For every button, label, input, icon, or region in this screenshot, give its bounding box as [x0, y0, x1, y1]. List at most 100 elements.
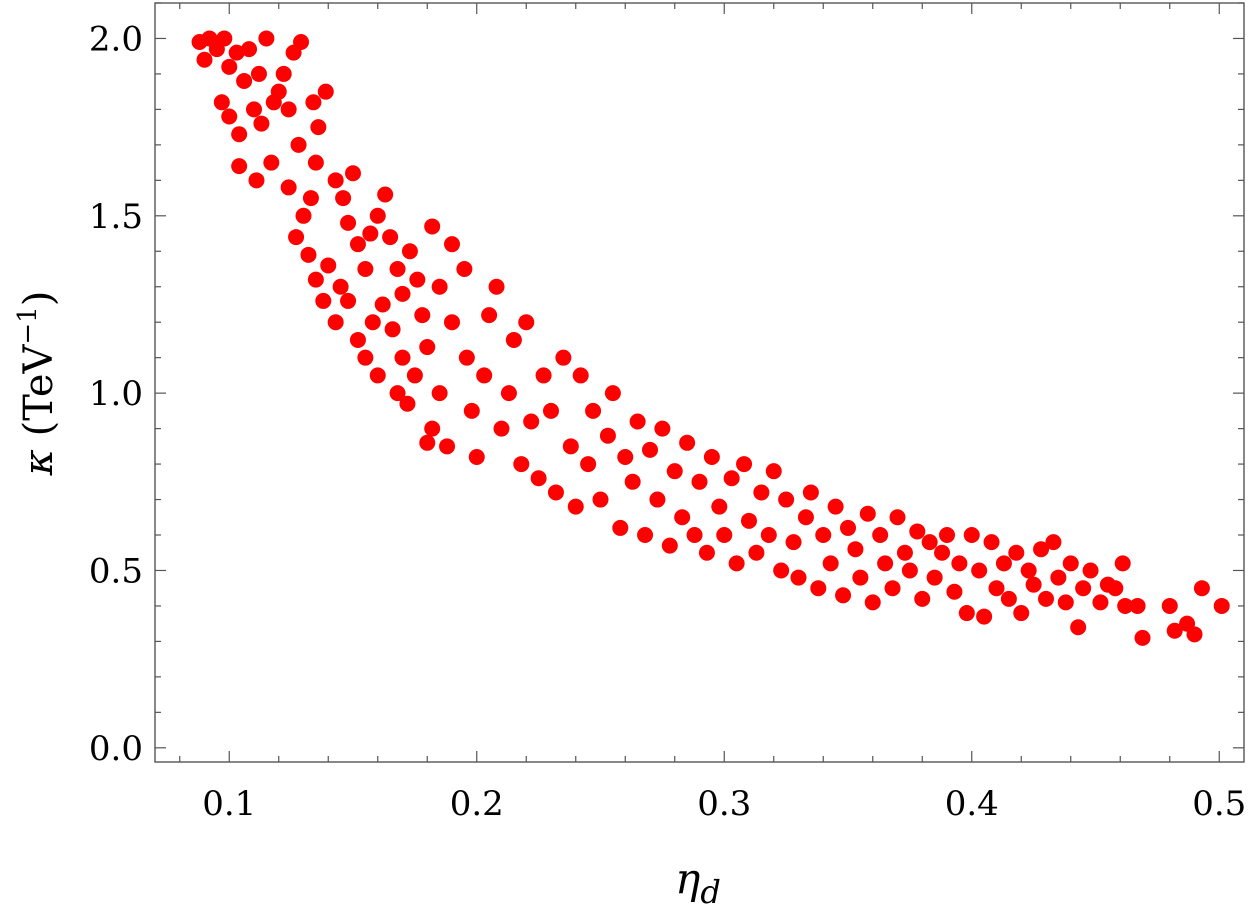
x-axis-title: ηd — [675, 854, 721, 911]
data-point — [241, 41, 258, 58]
data-point — [604, 385, 621, 402]
data-point — [270, 83, 287, 100]
data-point — [293, 34, 310, 51]
data-point — [872, 527, 889, 544]
data-point — [926, 569, 943, 586]
data-point — [1161, 597, 1178, 614]
data-point — [488, 278, 505, 295]
x-tick-label: 0.2 — [450, 784, 504, 824]
data-point — [231, 158, 248, 175]
data-point — [419, 339, 436, 356]
data-point — [317, 83, 334, 100]
data-point — [1025, 576, 1042, 593]
data-point — [399, 395, 416, 412]
data-point — [585, 402, 602, 419]
data-point — [778, 491, 795, 508]
data-point — [290, 136, 307, 153]
data-point — [248, 172, 265, 189]
data-point — [562, 438, 579, 455]
data-point — [327, 172, 344, 189]
data-point — [691, 473, 708, 490]
data-point — [310, 119, 327, 136]
data-point — [674, 509, 691, 526]
data-point — [555, 349, 572, 366]
data-point — [335, 190, 352, 207]
x-tick-label: 0.1 — [202, 784, 256, 824]
x-tick-label: 0.5 — [1192, 784, 1246, 824]
data-point — [822, 555, 839, 572]
data-point — [406, 367, 423, 384]
data-point — [221, 108, 238, 125]
y-axis-unit-close: ) — [16, 291, 62, 307]
data-point — [909, 523, 926, 540]
data-point — [369, 207, 386, 224]
data-point — [753, 484, 770, 501]
data-point — [315, 292, 332, 309]
data-point — [983, 534, 1000, 551]
data-point — [302, 190, 319, 207]
x-tick-label: 0.3 — [697, 784, 751, 824]
data-point — [231, 126, 248, 143]
data-point — [580, 456, 597, 473]
data-point — [946, 583, 963, 600]
data-point — [995, 555, 1012, 572]
data-point — [518, 314, 535, 331]
data-point — [409, 271, 426, 288]
data-point — [384, 321, 401, 338]
data-point — [419, 434, 436, 451]
data-point — [1020, 562, 1037, 579]
data-point — [1107, 580, 1124, 597]
data-point — [196, 51, 213, 68]
data-point — [661, 537, 678, 554]
y-tick-label: 0.0 — [89, 729, 143, 769]
data-point — [785, 534, 802, 551]
data-point — [765, 463, 782, 480]
data-point — [332, 278, 349, 295]
data-point — [431, 385, 448, 402]
data-points — [191, 30, 1230, 646]
data-point — [253, 115, 270, 132]
data-point — [1134, 629, 1151, 646]
data-point — [637, 527, 654, 544]
y-tick-label: 1.0 — [89, 374, 143, 414]
data-point — [901, 562, 918, 579]
data-point — [815, 527, 832, 544]
data-point — [228, 44, 245, 61]
data-point — [530, 470, 547, 487]
data-point — [958, 605, 975, 622]
data-point — [797, 509, 814, 526]
data-point — [1057, 594, 1074, 611]
data-point — [250, 65, 267, 82]
data-point — [468, 448, 485, 465]
data-point — [921, 534, 938, 551]
data-point — [1000, 590, 1017, 607]
data-point — [349, 331, 366, 348]
data-point — [1092, 594, 1109, 611]
data-point — [686, 527, 703, 544]
y-axis-superscript: −1 — [13, 306, 43, 344]
data-point — [698, 544, 715, 561]
data-point — [951, 555, 968, 572]
data-point — [327, 314, 344, 331]
data-point — [716, 527, 733, 544]
data-point — [295, 207, 312, 224]
y-axis-ticks: 0.0 0.5 1.0 1.5 2.0 — [89, 2, 1244, 769]
data-point — [1193, 580, 1210, 597]
data-point — [307, 154, 324, 171]
data-point — [439, 438, 456, 455]
data-point — [592, 491, 609, 508]
data-point — [877, 555, 894, 572]
data-point — [939, 527, 955, 544]
data-point — [976, 608, 993, 625]
data-point — [1082, 562, 1099, 579]
data-point — [914, 590, 931, 607]
data-point — [424, 218, 441, 235]
data-point — [1166, 622, 1183, 639]
data-point — [599, 427, 616, 444]
data-point — [896, 544, 913, 561]
data-point — [345, 165, 361, 182]
data-point — [424, 420, 441, 437]
y-tick-label: 2.0 — [89, 19, 143, 59]
data-point — [835, 587, 852, 604]
data-point — [810, 580, 827, 597]
